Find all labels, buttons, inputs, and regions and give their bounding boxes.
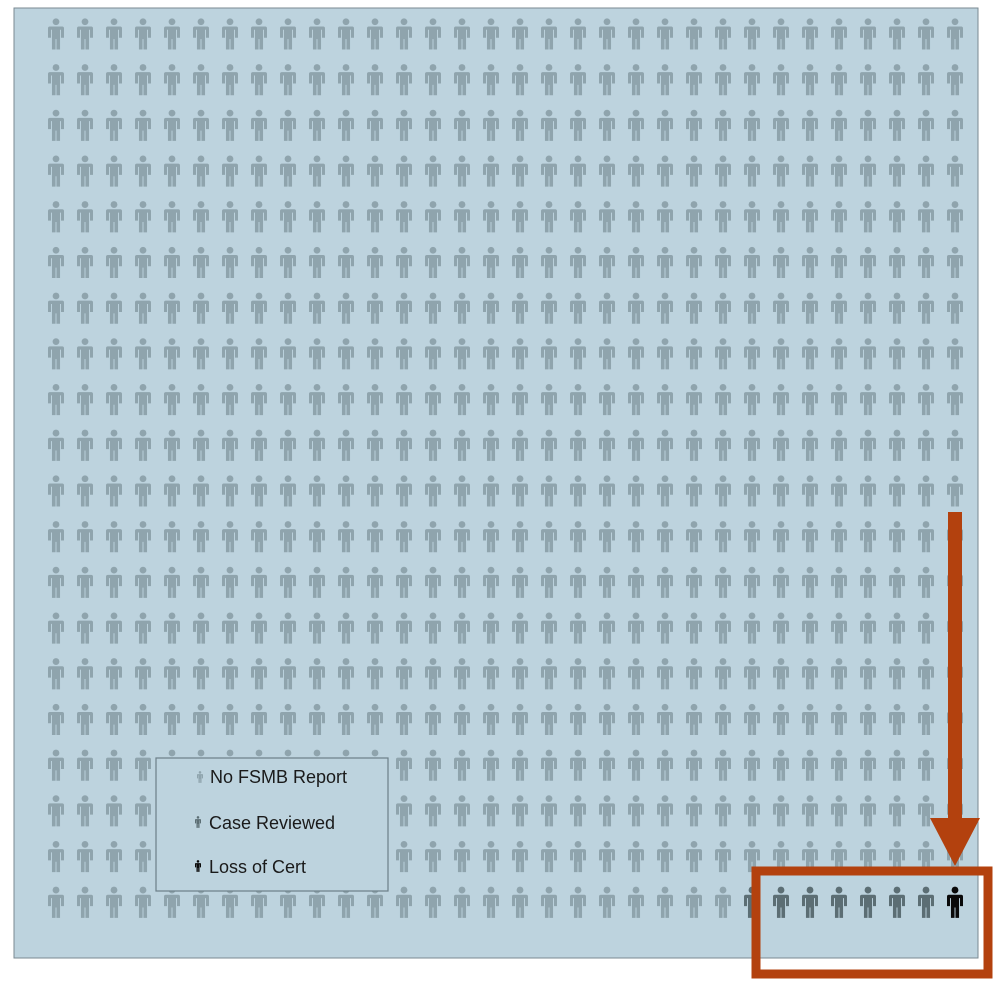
- highlight-box: [751, 866, 993, 979]
- arrow-head: [930, 818, 980, 866]
- legend-label-no-report: No FSMB Report: [210, 767, 347, 787]
- annotation: [751, 512, 993, 979]
- arrow-shaft: [948, 512, 962, 824]
- legend-label-reviewed: Case Reviewed: [209, 813, 335, 833]
- legend-item-reviewed: Case Reviewed: [195, 813, 335, 833]
- legend: No FSMB Report Case Reviewed Loss of Cer…: [155, 757, 389, 892]
- legend-label-loss: Loss of Cert: [209, 857, 306, 877]
- legend-box: [155, 757, 389, 892]
- legend-item-no-report: No FSMB Report: [197, 767, 347, 787]
- legend-item-loss: Loss of Cert: [195, 857, 306, 877]
